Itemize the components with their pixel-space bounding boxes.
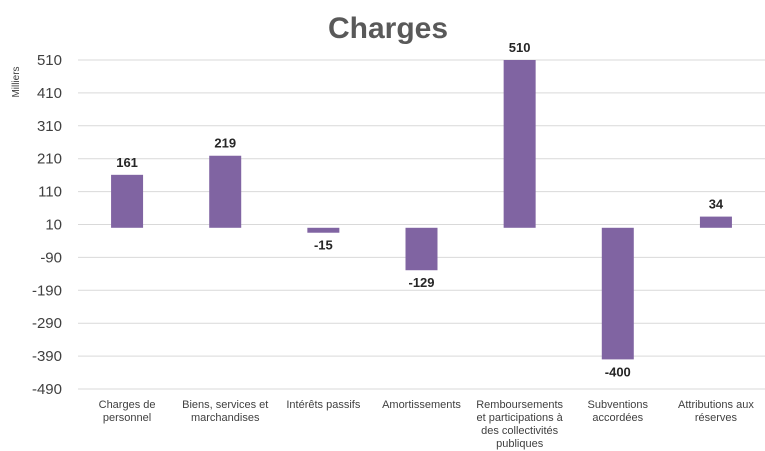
x-tick-label: Remboursements et participations à des col… xyxy=(476,399,563,450)
x-tick-label: Intérêts passifs xyxy=(286,399,360,411)
data-label: 34 xyxy=(709,197,724,212)
bar xyxy=(699,216,732,228)
y-tick-label: 210 xyxy=(37,151,62,168)
x-tick-label: Charges de personnel xyxy=(99,399,156,424)
data-label: -400 xyxy=(605,364,631,379)
y-tick-label: -290 xyxy=(32,315,62,332)
y-tick-label: -490 xyxy=(32,381,62,398)
x-tick-label: Subventions accordées xyxy=(588,399,649,424)
bar xyxy=(111,174,144,228)
data-label: -15 xyxy=(314,238,333,253)
chart-title: Charges xyxy=(328,12,448,45)
x-tick-label: Amortissements xyxy=(382,399,461,411)
y-tick-label: -390 xyxy=(32,348,62,365)
y-tick-label: 410 xyxy=(37,85,62,102)
gridlines xyxy=(78,59,765,390)
y-tick-label: 310 xyxy=(37,118,62,135)
bar xyxy=(307,227,340,233)
x-tick-label: Attributions aux réserves xyxy=(678,399,754,424)
y-axis-ticks: 510 410 310 210 110 10 -90 -190 -290 -390 -490 xyxy=(32,52,62,398)
data-labels: 161 219 -15 -129 510 -400 34 xyxy=(116,40,724,379)
bar xyxy=(405,227,438,271)
data-label: -129 xyxy=(408,275,434,290)
y-tick-label: 510 xyxy=(37,52,62,69)
y-tick-label: -90 xyxy=(40,249,62,266)
bars xyxy=(111,60,732,360)
x-tick-label: Biens, services et marchandises xyxy=(182,399,268,424)
y-axis-label: Milliers xyxy=(11,66,22,97)
bar xyxy=(503,60,536,228)
data-label: 510 xyxy=(509,40,531,55)
data-label: 219 xyxy=(214,136,236,151)
y-tick-label: -190 xyxy=(32,282,62,299)
bar xyxy=(601,227,634,360)
y-tick-label: 110 xyxy=(38,184,62,201)
x-axis-categories: Charges de personnel Biens, services et mar… xyxy=(99,399,755,450)
data-label: 161 xyxy=(116,155,138,170)
y-tick-label: 10 xyxy=(45,217,62,234)
bar xyxy=(209,155,242,228)
